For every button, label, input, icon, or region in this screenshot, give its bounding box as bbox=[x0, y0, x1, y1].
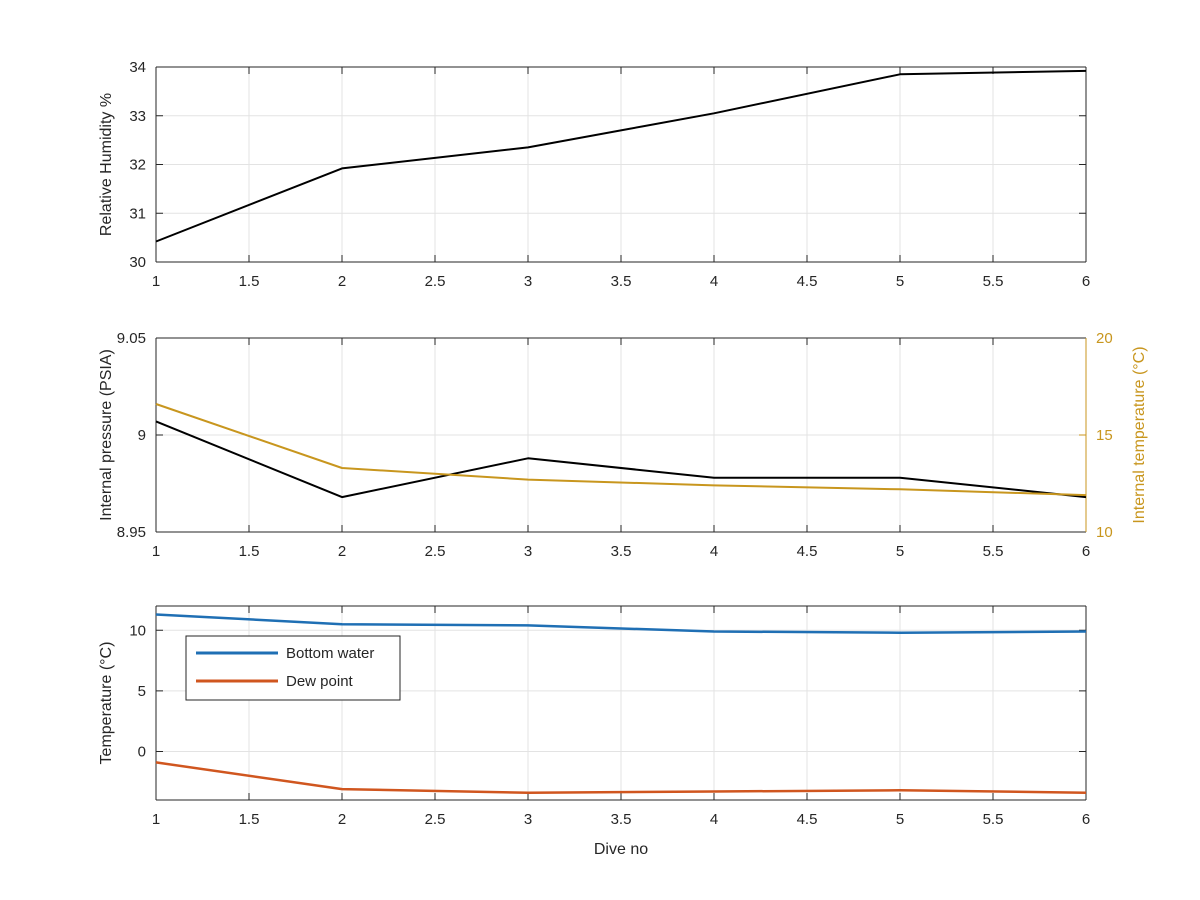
x-tick-label: 2.5 bbox=[425, 811, 446, 828]
y-axis-label: Internal pressure (PSIA) bbox=[98, 349, 115, 521]
x-tick-label: 2.5 bbox=[425, 273, 446, 290]
y-tick-label: 10 bbox=[129, 622, 146, 639]
x-tick-label: 5.5 bbox=[983, 543, 1004, 560]
y-tick-label: 33 bbox=[129, 108, 146, 125]
chart-panel-2: 1 1.5 2 2.5 3 3.5 4 4.5 5 5.5 6 8.95 9 9.05 10 15 20 Inte… bbox=[98, 330, 1148, 560]
x-tick-label: 5 bbox=[896, 543, 904, 560]
x-tick-label: 6 bbox=[1082, 543, 1090, 560]
x-tick-label: 4 bbox=[710, 273, 718, 290]
legend-box bbox=[185, 635, 401, 701]
series-line-1 bbox=[155, 613, 1087, 634]
x-tick-label: 3 bbox=[524, 811, 532, 828]
x-tick-label: 1 bbox=[152, 543, 160, 560]
y-tick-label: 8.95 bbox=[117, 524, 146, 541]
legend-label: Bottom water bbox=[286, 645, 374, 662]
x-tick-label: 6 bbox=[1082, 273, 1090, 290]
y-axis-label: Relative Humidity % bbox=[98, 93, 115, 236]
x-tick-label: 5 bbox=[896, 811, 904, 828]
x-tick-label: 1 bbox=[152, 273, 160, 290]
chart-panel-3: 1 1.5 2 2.5 3 3.5 4 4.5 5 5.5 6 0 5 10 Temperature (°C… bbox=[98, 605, 1090, 858]
x-tick-label: 4 bbox=[710, 543, 718, 560]
x-tick-label: 5 bbox=[896, 273, 904, 290]
x-tick-label: 3 bbox=[524, 543, 532, 560]
x-axis-label: Dive no bbox=[594, 841, 648, 858]
series-line-2 bbox=[155, 761, 1087, 794]
chart-panel-1: 1 1.5 2 2.5 3 3.5 4 4.5 5 5.5 6 30 31 32 33 34 Relative … bbox=[98, 59, 1090, 290]
y-tick-label: 9 bbox=[138, 427, 146, 444]
y-tick-label: 30 bbox=[129, 254, 146, 271]
x-tick-label: 2 bbox=[338, 273, 346, 290]
x-tick-label: 5.5 bbox=[983, 273, 1004, 290]
y-right-tick-label: 20 bbox=[1096, 330, 1113, 347]
x-tick-label: 2.5 bbox=[425, 543, 446, 560]
y-right-tick-label: 15 bbox=[1096, 427, 1113, 444]
series-line-1 bbox=[155, 69, 1087, 243]
x-tick-label: 3.5 bbox=[611, 273, 632, 290]
x-tick-label: 1.5 bbox=[239, 543, 260, 560]
legend-label: Dew point bbox=[286, 673, 354, 690]
x-tick-label: 4 bbox=[710, 811, 718, 828]
y-tick-label: 31 bbox=[129, 205, 146, 222]
y-right-axis-label: Internal temperature (°C) bbox=[1131, 346, 1148, 523]
series-line-2 bbox=[155, 403, 1087, 497]
y-tick-label: 5 bbox=[138, 683, 146, 700]
x-tick-label: 4.5 bbox=[797, 811, 818, 828]
x-tick-label: 6 bbox=[1082, 811, 1090, 828]
y-axis-label: Temperature (°C) bbox=[98, 642, 115, 765]
x-tick-label: 1 bbox=[152, 811, 160, 828]
y-tick-label: 34 bbox=[129, 59, 146, 76]
x-tick-label: 1.5 bbox=[239, 273, 260, 290]
series-line-1 bbox=[155, 420, 1087, 499]
y-tick-label: 32 bbox=[129, 157, 146, 174]
y-right-tick-label: 10 bbox=[1096, 524, 1113, 541]
y-tick-label: 0 bbox=[138, 744, 146, 761]
x-tick-label: 1.5 bbox=[239, 811, 260, 828]
x-tick-label: 3 bbox=[524, 273, 532, 290]
x-tick-label: 3.5 bbox=[611, 543, 632, 560]
x-tick-label: 3.5 bbox=[611, 811, 632, 828]
x-tick-label: 4.5 bbox=[797, 543, 818, 560]
x-tick-label: 2 bbox=[338, 811, 346, 828]
y-tick-label: 9.05 bbox=[117, 330, 146, 347]
legend: Bottom water Dew point bbox=[185, 635, 401, 701]
x-tick-label: 4.5 bbox=[797, 273, 818, 290]
x-tick-label: 2 bbox=[338, 543, 346, 560]
x-tick-label: 5.5 bbox=[983, 811, 1004, 828]
